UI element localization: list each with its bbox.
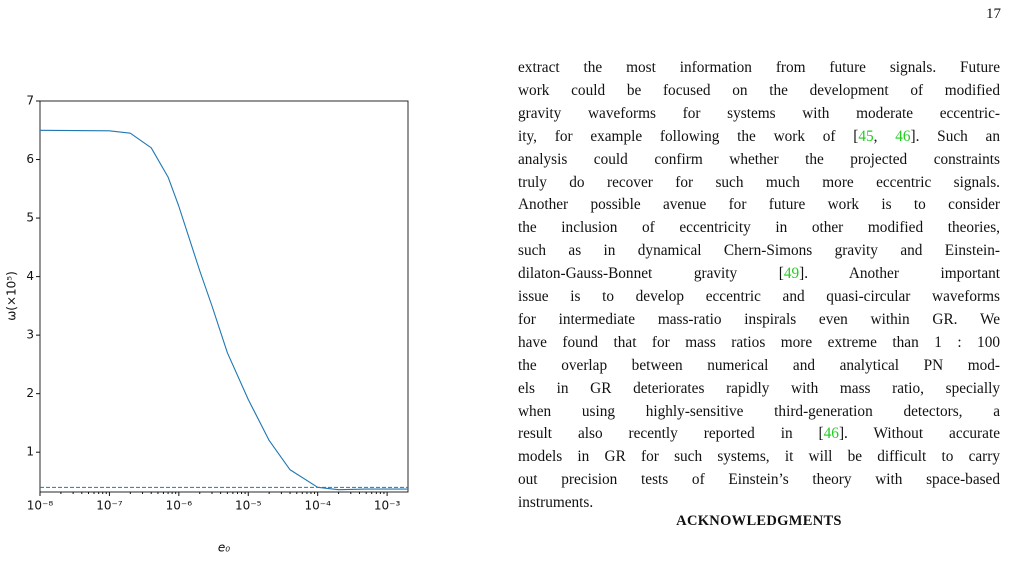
plot-frame [39,100,409,493]
text-line: work could be focused on the development… [518,82,1000,100]
page-number: 17 [986,6,1001,22]
x-tick-label: 10⁻⁴ [304,499,331,513]
text-run: out precision tests of Einstein’s theory… [518,471,1000,489]
text-run: analysis could confirm whether the proje… [518,150,1000,168]
text-run: such as in dynamical Chern-Simons gravit… [518,242,1000,260]
text-run: els in GR deteriorates rapidly with mass… [518,379,1000,397]
x-tick-label: 10⁻³ [374,499,401,513]
text-line: ity, for example following the work of [… [518,128,1000,146]
citation[interactable]: 49 [783,265,800,283]
text-run: ]. Another important [799,265,1001,283]
citation[interactable]: 46 [895,127,911,145]
text-line: models in GR for such systems, it will b… [518,448,1000,466]
text-run: for intermediate mass-ratio inspirals ev… [518,310,1000,328]
data-line [39,129,408,491]
text-line: the overlap between numerical and analyt… [518,357,1000,375]
y-tick-label: 6 [26,152,34,166]
text-line: result also recently reported in [46]. W… [518,425,1000,443]
y-tick-label: 5 [26,211,34,225]
text-run: instruments. [518,494,594,512]
text-run: Another possible avenue for future work … [518,196,1000,214]
x-tick-label: 10⁻⁸ [27,499,54,513]
text-line: Another possible avenue for future work … [518,196,1000,214]
text-line: such as in dynamical Chern-Simons gravit… [518,242,1000,260]
citation[interactable]: 45 [858,127,874,145]
text-line: instruments. [518,494,1000,512]
section-heading: ACKNOWLEDGMENTS [676,513,842,529]
text-line: the inclusion of eccentricity in other m… [518,219,1000,237]
text-run: have found that for mass ratios more ext… [518,333,1000,351]
text-run: ]. Such an [910,127,1000,145]
text-line: truly do recover for such much more ecce… [518,174,1000,192]
citation[interactable]: 46 [823,425,839,443]
text-line: have found that for mass ratios more ext… [518,334,1000,352]
chart: e₀ ω(×10⁵) 1 2 3 4 5 6 7 10⁻⁸ 10⁻⁷ 10⁻⁶ 10⁻⁵ 10⁻⁴ 10… [5,94,409,555]
y-tick-label: 7 [26,94,34,108]
y-axis-label: ω(×10⁵) [5,271,19,321]
text-line: els in GR deteriorates rapidly with mass… [518,380,1000,398]
x-tick-label: 10⁻⁶ [166,499,193,513]
text-line: dilaton-Gauss-Bonnet gravity [49]. Anoth… [518,265,1000,283]
text-line: for intermediate mass-ratio inspirals ev… [518,311,1000,329]
text-line: extract the most information from future… [518,59,1000,77]
text-run: the overlap between numerical and analyt… [518,356,1000,374]
x-tick-label: 10⁻⁵ [235,499,262,513]
text-run: dilaton-Gauss-Bonnet gravity [ [518,265,784,283]
text-run: the inclusion of eccentricity in other m… [518,219,1000,237]
text-line: analysis could confirm whether the proje… [518,151,1000,169]
text-line: issue is to develop eccentric and quasi-… [518,288,1000,306]
text-run: ity, for example following the work of [ [518,127,859,145]
text-run: ]. Without accurate [838,425,1000,443]
text-run: models in GR for such systems, it will b… [518,448,1000,466]
x-tick-label: 10⁻⁷ [96,499,123,513]
text-run: , [873,127,896,145]
text-line: gravity waveforms for systems with moder… [518,105,1000,123]
x-axis-label: e₀ [218,541,230,555]
text-run: gravity waveforms for systems with moder… [518,104,1000,122]
text-line: out precision tests of Einstein’s theory… [518,471,1000,489]
text-line: when using highly-sensitive third-genera… [518,403,1000,421]
text-run: work could be focused on the development… [518,81,1000,99]
text-run: when using highly-sensitive third-genera… [518,402,1000,420]
text-run: issue is to develop eccentric and quasi-… [518,288,1000,305]
y-tick-label: 2 [26,386,34,400]
y-tick-label: 1 [26,445,34,459]
text-run: truly do recover for such much more ecce… [518,173,1000,191]
text-run: extract the most information from future… [518,59,1000,76]
y-tick-label: 3 [26,328,34,342]
y-tick-label: 4 [26,269,34,283]
text-run: result also recently reported in [ [518,425,824,443]
